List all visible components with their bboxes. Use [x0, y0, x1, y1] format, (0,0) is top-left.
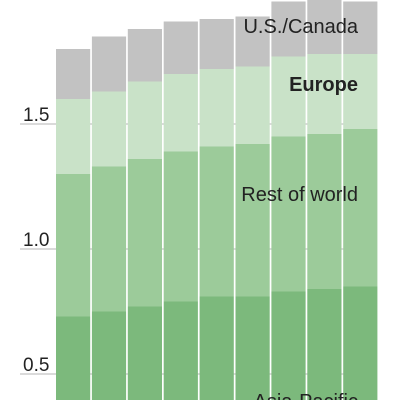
series-label-asia-pacific: Asia-Pacific: [254, 391, 358, 400]
bar-segment: [271, 136, 306, 292]
y-tick-label: 1.5: [23, 105, 49, 126]
bar-segment: [199, 146, 234, 297]
bar-segment: [307, 289, 342, 400]
bar-segment: [163, 21, 198, 74]
bar-segment: [127, 81, 162, 159]
bar-segment: [127, 29, 162, 82]
bar-segment: [235, 144, 270, 297]
bar-segment: [199, 19, 234, 69]
bar-segment: [235, 66, 270, 144]
bar-segment: [343, 54, 378, 129]
bar-segment: [163, 74, 198, 152]
bar-segment: [343, 129, 378, 287]
series-label-us-canada: U.S./Canada: [243, 16, 358, 38]
bar-segment: [271, 1, 306, 57]
bar-segment: [91, 91, 127, 167]
bar-segment: [163, 301, 198, 400]
labels: 0.5 1.0 1.5 Asia-Pacific Rest of world E…: [23, 16, 359, 400]
bar-segment: [163, 151, 198, 302]
bar-segment: [307, 0, 342, 54]
bar-segment: [127, 159, 162, 307]
bar-segment: [56, 316, 91, 400]
y-tick-label: 1.0: [23, 230, 49, 251]
bar-segment: [56, 99, 91, 174]
bar-segment: [271, 56, 306, 137]
bar-segment: [91, 36, 127, 92]
bar-segment: [91, 166, 127, 312]
bar-segment: [235, 296, 270, 400]
bar-segment: [56, 49, 91, 99]
bars: [56, 0, 378, 400]
bar-segment: [307, 134, 342, 289]
series-label-europe: Europe: [289, 74, 358, 96]
bar-segment: [235, 16, 270, 67]
bar-segment: [271, 291, 306, 400]
series-label-rest-of-world: Rest of world: [241, 184, 358, 206]
bar-segment: [91, 311, 127, 400]
bar-segment: [343, 286, 378, 400]
bar-segment: [56, 174, 91, 317]
y-tick-label: 0.5: [23, 355, 49, 376]
bar-segment: [343, 1, 378, 54]
bar-segment: [127, 306, 162, 400]
bar-segment: [199, 69, 234, 147]
bar-segment: [199, 296, 234, 400]
bar-segment: [307, 54, 342, 134]
